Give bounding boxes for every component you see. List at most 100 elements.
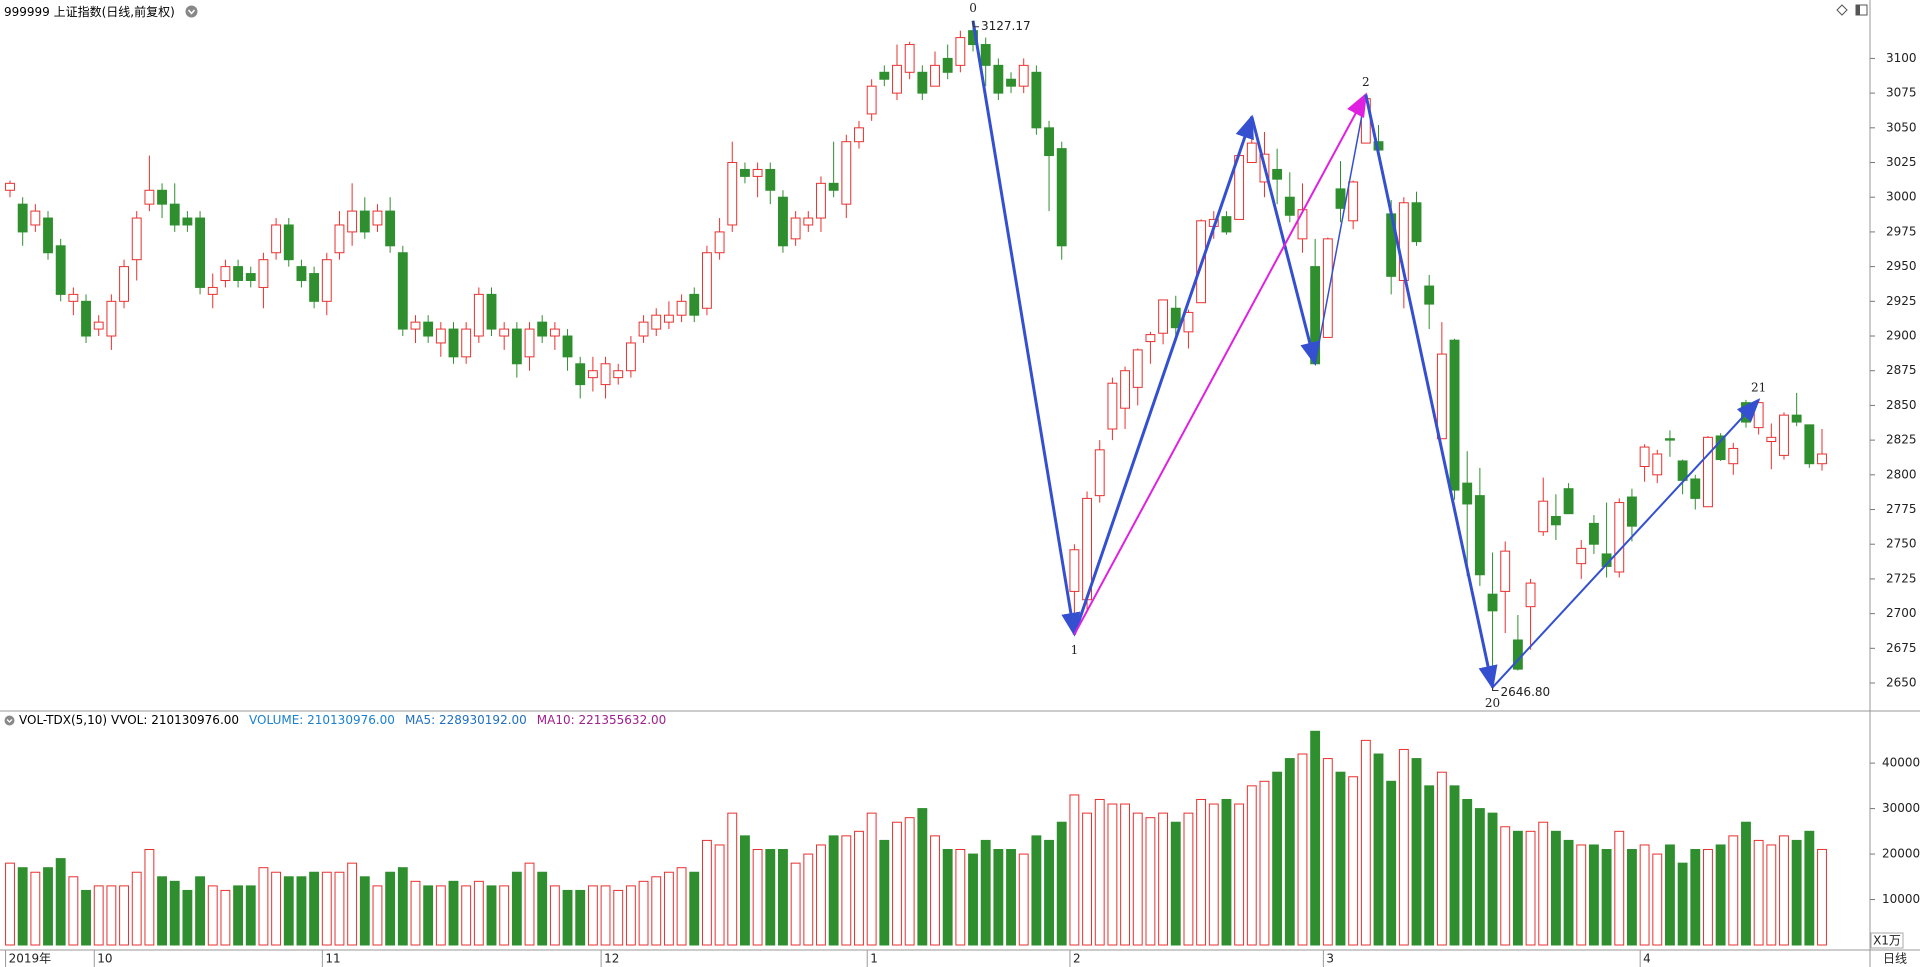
volume-bar <box>271 871 282 946</box>
volume-bar <box>1031 835 1042 946</box>
volume-bar <box>1322 758 1333 946</box>
volume-bar <box>1741 821 1751 946</box>
candle-body <box>701 252 712 309</box>
candle-body <box>1728 447 1739 465</box>
candle-body <box>790 217 801 240</box>
volume-bar <box>562 889 573 946</box>
dropdown-icon[interactable] <box>185 5 198 18</box>
volume-bar <box>5 862 15 946</box>
diamond-icon[interactable] <box>1836 4 1848 16</box>
candle-body <box>714 231 725 254</box>
volume-bar <box>207 885 218 946</box>
candle-body <box>1145 334 1156 343</box>
candle-body <box>1158 299 1169 334</box>
volume-bar <box>233 885 244 946</box>
volume-bar <box>1056 821 1067 946</box>
volume-label: VOLUME: 210130976.00 <box>249 713 395 727</box>
candle-body <box>549 328 560 337</box>
y-tick-label: 2975 <box>1886 224 1917 238</box>
candle-body <box>1284 196 1295 216</box>
volume-bar <box>993 849 1004 946</box>
volume-bar <box>1208 803 1219 946</box>
volume-bar <box>309 871 320 946</box>
wave-line <box>971 20 1081 637</box>
volume-bar <box>1018 853 1029 946</box>
volume-bar <box>144 849 155 946</box>
candle-body <box>1272 168 1283 180</box>
candle-body <box>1449 339 1460 491</box>
volume-tick-label: 20000 <box>1882 847 1920 861</box>
price-label: 3127.17 <box>981 19 1031 33</box>
candle-body <box>1031 71 1042 129</box>
candle-body <box>1766 436 1777 443</box>
volume-bar <box>1107 803 1118 946</box>
volume-bar <box>220 889 231 946</box>
volume-bar <box>1044 839 1054 946</box>
volume-bar <box>1474 808 1485 946</box>
y-tick-label: 2750 <box>1886 537 1917 551</box>
candle-body <box>106 300 117 337</box>
volume-bar <box>803 853 814 946</box>
candle-body <box>220 266 231 281</box>
candle-body <box>359 210 370 233</box>
volume-bar <box>131 871 142 946</box>
price-hook <box>972 20 980 28</box>
wave-line <box>1491 398 1761 689</box>
candle-body <box>1576 547 1587 565</box>
volume-bar <box>828 835 839 946</box>
volume-bar <box>600 885 611 946</box>
volume-bar <box>904 817 915 946</box>
volume-bar <box>727 812 738 946</box>
candle-body <box>55 245 66 295</box>
volume-bar <box>1069 794 1080 946</box>
title-bar: 999999 上证指数(日线,前复权) <box>4 3 198 20</box>
volume-bar <box>866 812 877 946</box>
candle-body <box>1487 593 1498 612</box>
volume-bar <box>1791 839 1802 946</box>
y-tick-label: 2700 <box>1886 606 1917 620</box>
candle-body <box>1715 435 1726 461</box>
volume-bar <box>1145 817 1156 946</box>
y-tick-label: 2725 <box>1886 571 1917 585</box>
volume-bar <box>701 839 712 946</box>
candle-body <box>600 363 611 386</box>
candle-body <box>1817 453 1827 465</box>
volume-bar <box>1728 835 1739 946</box>
candle-body <box>182 217 193 226</box>
y-tick-label: 2775 <box>1886 502 1917 516</box>
volume-bar <box>1158 812 1169 946</box>
volume-bar <box>778 849 788 946</box>
candle-body <box>1614 502 1625 573</box>
candle-body <box>625 342 636 372</box>
volume-bar <box>1424 785 1435 946</box>
volume-bar <box>1094 798 1105 946</box>
candle-body <box>866 85 877 115</box>
dropdown-icon[interactable] <box>4 715 15 726</box>
candle-body <box>892 64 902 94</box>
price-hook <box>1492 687 1499 691</box>
candle-body <box>727 162 738 226</box>
volume-bar <box>334 871 345 946</box>
volume-bar <box>1297 753 1308 946</box>
candle-body <box>1690 478 1701 499</box>
candle-body <box>1588 522 1599 545</box>
candle-body <box>904 44 915 73</box>
volume-bar <box>499 885 510 946</box>
candle-body <box>321 259 332 302</box>
volume-title: VOL-TDX(5,10) <box>19 713 108 727</box>
candle-body <box>917 71 928 94</box>
candle-body <box>841 141 852 205</box>
volume-bar <box>816 844 826 946</box>
y-tick-label: 3100 <box>1886 51 1917 65</box>
candle-body <box>1018 64 1029 87</box>
volume-bar <box>1601 849 1612 946</box>
candle-body <box>499 328 510 337</box>
wave-label: 1 <box>1071 643 1079 657</box>
candle-body <box>1626 496 1637 527</box>
volume-bar <box>1386 780 1397 946</box>
volume-bar <box>841 835 852 946</box>
volume-bar <box>1082 812 1092 946</box>
volume-bar <box>1626 849 1637 946</box>
volume-bar <box>638 880 649 946</box>
